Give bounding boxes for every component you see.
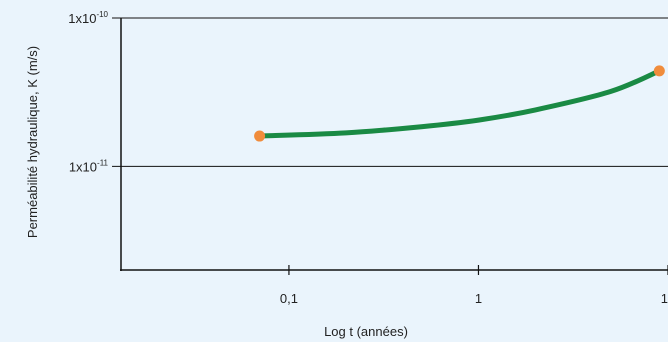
series-line: [257, 68, 662, 139]
x-tick-label: 10: [661, 291, 668, 306]
y-tick-label: 1x10-10: [68, 10, 108, 26]
y-axis-title: Perméabilité hydraulique, K (m/s): [25, 46, 40, 238]
start-point-marker: [254, 130, 266, 142]
x-tick-label: 0,1: [280, 291, 298, 306]
grid-lines: [112, 17, 668, 167]
axes: [120, 18, 668, 271]
x-axis-title: Log t (années): [324, 324, 408, 339]
end-point-marker: [653, 65, 665, 77]
y-ticks: 1x10-10 1x10-11: [68, 10, 108, 174]
x-ticks: 0,1 1 10: [280, 265, 668, 306]
series: [254, 65, 665, 142]
y-tick-label: 1x10-11: [69, 158, 109, 174]
x-tick-label: 1: [475, 291, 482, 306]
